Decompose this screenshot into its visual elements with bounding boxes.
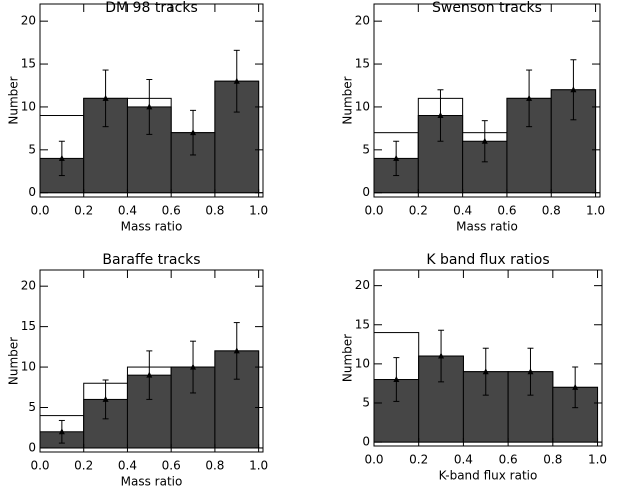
x-axis-label: Mass ratio [456, 220, 518, 234]
x-tick-label: 0.0 [30, 204, 49, 218]
point [438, 352, 445, 359]
x-tick-label: 0.2 [74, 204, 93, 218]
y-tick-label: 0 [28, 185, 36, 199]
plot-frame [39, 3, 264, 198]
x-tick-label: 0.0 [30, 459, 49, 473]
y-tick-label: 10 [355, 356, 370, 370]
x-tick-label: 0.2 [409, 453, 428, 467]
y-tick-label: 20 [21, 14, 36, 28]
x-tick-label: 1.0 [249, 204, 268, 218]
y-tick-label: 0 [362, 435, 370, 449]
y-tick-label: 5 [362, 142, 370, 156]
x-tick-label: 0.4 [453, 204, 472, 218]
y-axis-label: Number [341, 334, 355, 382]
point [481, 137, 488, 144]
x-tick-label: 0.6 [162, 204, 181, 218]
x-tick-label: 0.4 [454, 453, 473, 467]
y-tick-label: 5 [28, 400, 36, 414]
y-tick-label: 20 [355, 14, 370, 28]
point [393, 154, 400, 161]
point [437, 112, 444, 119]
plot-frame [373, 269, 603, 447]
x-axis-label: Mass ratio [121, 220, 183, 234]
x-tick-label: 0.8 [205, 459, 224, 473]
plot-frame [39, 269, 264, 453]
y-axis-label: Number [341, 76, 355, 124]
x-tick-label: 1.0 [249, 459, 268, 473]
x-tick-label: 0.0 [364, 453, 383, 467]
x-tick-label: 0.0 [364, 204, 383, 218]
x-tick-label: 1.0 [586, 204, 605, 218]
point [526, 94, 533, 101]
x-tick-label: 0.6 [162, 459, 181, 473]
y-tick-label: 20 [21, 279, 36, 293]
point [393, 376, 400, 383]
y-tick-label: 15 [355, 57, 370, 71]
y-tick-label: 10 [21, 360, 36, 374]
point [527, 368, 534, 375]
point [58, 154, 65, 161]
y-tick-label: 15 [21, 57, 36, 71]
y-tick-label: 10 [21, 99, 36, 113]
chart-title: K band flux ratios [426, 252, 549, 268]
x-tick-label: 0.2 [74, 459, 93, 473]
point [146, 371, 153, 378]
x-tick-label: 0.8 [543, 453, 562, 467]
point [58, 428, 65, 435]
point [146, 103, 153, 110]
chart-title: Baraffe tracks [102, 252, 200, 268]
y-axis-label: Number [7, 337, 21, 385]
y-tick-label: 5 [362, 395, 370, 409]
y-tick-label: 15 [355, 317, 370, 331]
x-tick-label: 0.8 [205, 204, 224, 218]
y-tick-label: 10 [355, 99, 370, 113]
y-tick-label: 5 [28, 142, 36, 156]
point [102, 94, 109, 101]
y-tick-label: 15 [21, 319, 36, 333]
histogram-bar [170, 132, 216, 194]
x-tick-label: 0.4 [118, 459, 137, 473]
y-axis-label: Number [7, 76, 21, 124]
point [233, 347, 240, 354]
chart-title: DM 98 tracks [105, 0, 198, 16]
y-tick-label: 0 [28, 440, 36, 454]
point [102, 395, 109, 402]
y-tick-label: 0 [362, 185, 370, 199]
point [190, 363, 197, 370]
x-axis-label: Mass ratio [121, 475, 183, 486]
x-tick-label: 0.6 [497, 204, 516, 218]
chart-title: Swenson tracks [432, 0, 542, 16]
point [572, 383, 579, 390]
x-tick-label: 0.4 [118, 204, 137, 218]
point [233, 77, 240, 84]
point [570, 86, 577, 93]
point [190, 129, 197, 136]
x-tick-label: 0.2 [409, 204, 428, 218]
y-tick-label: 20 [355, 278, 370, 292]
x-tick-label: 0.6 [499, 453, 518, 467]
plot-frame [373, 3, 601, 198]
point [482, 368, 489, 375]
x-axis-label: K-band flux ratio [439, 469, 538, 483]
x-tick-label: 0.8 [542, 204, 561, 218]
x-tick-label: 1.0 [588, 453, 607, 467]
